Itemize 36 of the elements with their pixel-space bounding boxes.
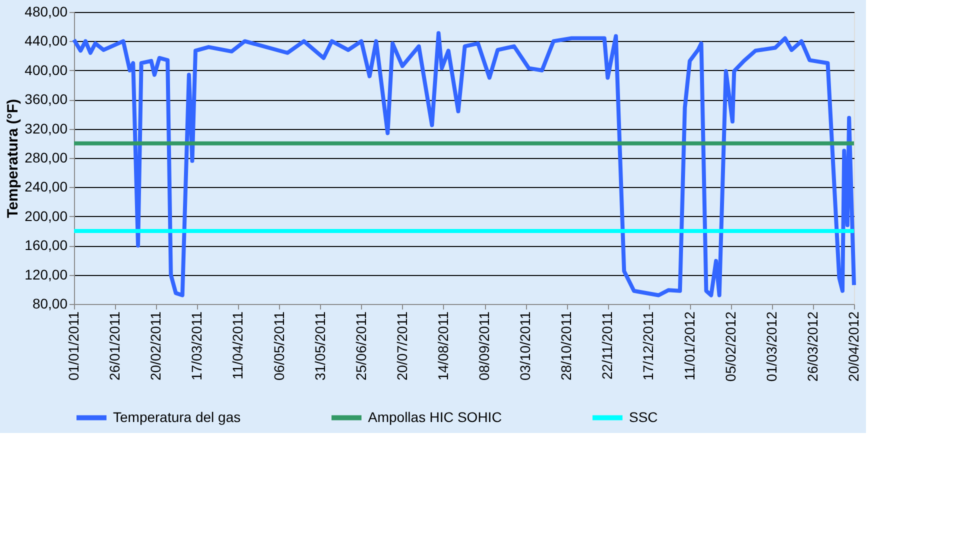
y-tick-label: 200,00 [24, 208, 68, 224]
y-tick-label: 280,00 [24, 150, 68, 166]
y-tick-label: 360,00 [24, 91, 68, 108]
x-tick-label: 08/09/2011 [476, 311, 492, 381]
legend-label: SSC [629, 408, 658, 425]
x-tick-label: 20/04/2012 [846, 311, 862, 382]
x-tick-label: 17/03/2011 [188, 311, 205, 381]
y-tick-label: 400,00 [24, 62, 68, 78]
legend-label: Ampollas HIC SOHIC [368, 408, 502, 425]
y-tick-label: 160,00 [24, 237, 68, 254]
x-tick-label: 01/03/2012 [763, 311, 780, 382]
x-tick-label: 11/01/2012 [681, 311, 698, 381]
x-tick-label: 28/10/2011 [558, 311, 574, 381]
x-tick-label: 20/02/2011 [148, 311, 164, 381]
y-tick-label: 120,00 [24, 266, 68, 282]
x-tick-label: 25/06/2011 [352, 311, 369, 381]
x-tick-label: 03/10/2011 [517, 311, 534, 381]
x-tick-label: 14/08/2011 [434, 311, 451, 381]
legend-label: Temperatura del gas [113, 408, 241, 425]
y-tick-label: 80,00 [32, 296, 68, 312]
y-tick-label: 240,00 [24, 178, 68, 195]
y-tick-label: 320,00 [24, 120, 68, 136]
x-tick-label: 26/01/2011 [106, 311, 123, 381]
x-tick-label: 26/03/2012 [804, 311, 820, 382]
line-series [72, 31, 856, 298]
y-tick-label: 480,00 [24, 4, 68, 20]
x-tick-label: 17/12/2011 [640, 311, 656, 381]
x-tick-label: 22/11/2011 [599, 311, 616, 380]
x-tick-label: 20/07/2011 [394, 311, 410, 381]
x-tick-label: 05/02/2012 [722, 311, 738, 382]
y-axis-title: Temperatura (°F) [4, 98, 22, 218]
x-tick-label: 01/01/2011 [66, 311, 82, 381]
x-tick-label: 06/05/2011 [270, 311, 287, 381]
y-tick-label: 440,00 [24, 32, 68, 49]
x-tick-label: 11/04/2011 [230, 311, 246, 380]
x-tick-label: 31/05/2011 [312, 311, 328, 381]
